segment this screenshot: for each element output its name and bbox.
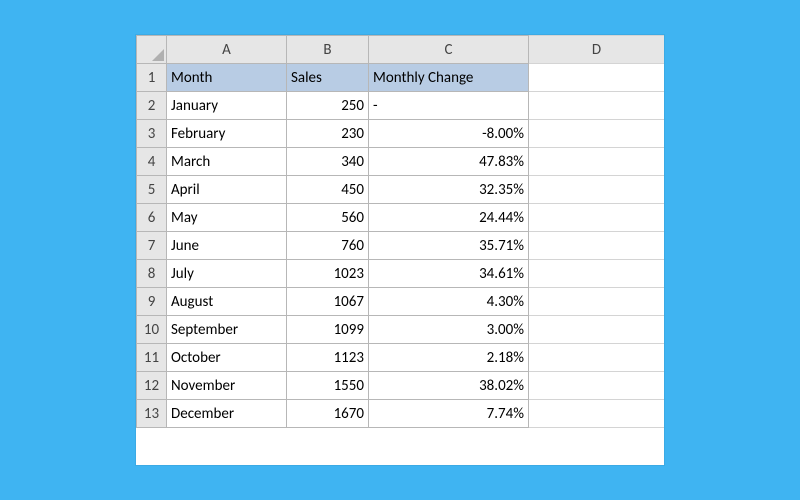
cell-B6[interactable]: 560 <box>287 204 369 232</box>
cell-B10[interactable]: 1099 <box>287 316 369 344</box>
column-header-B[interactable]: B <box>287 36 369 64</box>
cell-B4[interactable]: 340 <box>287 148 369 176</box>
cell-C12[interactable]: 38.02% <box>369 372 529 400</box>
cell-D13[interactable] <box>529 400 665 428</box>
cell-D6[interactable] <box>529 204 665 232</box>
row-header-13[interactable]: 13 <box>137 400 167 428</box>
cell-C8[interactable]: 34.61% <box>369 260 529 288</box>
cell-A4[interactable]: March <box>167 148 287 176</box>
cell-A1[interactable]: Month <box>167 64 287 92</box>
cell-C4[interactable]: 47.83% <box>369 148 529 176</box>
cell-B1[interactable]: Sales <box>287 64 369 92</box>
cell-B3[interactable]: 230 <box>287 120 369 148</box>
row-header-12[interactable]: 12 <box>137 372 167 400</box>
column-header-D[interactable]: D <box>529 36 665 64</box>
cell-B7[interactable]: 760 <box>287 232 369 260</box>
row-header-11[interactable]: 11 <box>137 344 167 372</box>
cell-B5[interactable]: 450 <box>287 176 369 204</box>
cell-B9[interactable]: 1067 <box>287 288 369 316</box>
row-header-4[interactable]: 4 <box>137 148 167 176</box>
cell-A12[interactable]: November <box>167 372 287 400</box>
select-all-corner[interactable] <box>137 36 167 64</box>
row-header-5[interactable]: 5 <box>137 176 167 204</box>
cell-A10[interactable]: September <box>167 316 287 344</box>
column-header-A[interactable]: A <box>167 36 287 64</box>
cell-C6[interactable]: 24.44% <box>369 204 529 232</box>
row-9: 9 August 1067 4.30% <box>137 288 665 316</box>
cell-C1[interactable]: Monthly Change <box>369 64 529 92</box>
row-12: 12 November 1550 38.02% <box>137 372 665 400</box>
row-header-2[interactable]: 2 <box>137 92 167 120</box>
cell-C3[interactable]: -8.00% <box>369 120 529 148</box>
row-header-10[interactable]: 10 <box>137 316 167 344</box>
cell-A11[interactable]: October <box>167 344 287 372</box>
row-13: 13 December 1670 7.74% <box>137 400 665 428</box>
row-2: 2 January 250 - <box>137 92 665 120</box>
cell-D4[interactable] <box>529 148 665 176</box>
row-header-9[interactable]: 9 <box>137 288 167 316</box>
row-7: 7 June 760 35.71% <box>137 232 665 260</box>
spreadsheet-window: A B C D 1 Month Sales Monthly Change 2 J… <box>136 35 664 465</box>
grid-body: 1 Month Sales Monthly Change 2 January 2… <box>137 64 665 428</box>
cell-A13[interactable]: December <box>167 400 287 428</box>
cell-D12[interactable] <box>529 372 665 400</box>
cell-B12[interactable]: 1550 <box>287 372 369 400</box>
cell-C10[interactable]: 3.00% <box>369 316 529 344</box>
cell-D11[interactable] <box>529 344 665 372</box>
row-header-1[interactable]: 1 <box>137 64 167 92</box>
row-header-7[interactable]: 7 <box>137 232 167 260</box>
cell-A7[interactable]: June <box>167 232 287 260</box>
row-5: 5 April 450 32.35% <box>137 176 665 204</box>
row-header-3[interactable]: 3 <box>137 120 167 148</box>
cell-C7[interactable]: 35.71% <box>369 232 529 260</box>
cell-A2[interactable]: January <box>167 92 287 120</box>
cell-D1[interactable] <box>529 64 665 92</box>
cell-C2[interactable]: - <box>369 92 529 120</box>
cell-B2[interactable]: 250 <box>287 92 369 120</box>
cell-A6[interactable]: May <box>167 204 287 232</box>
cell-A5[interactable]: April <box>167 176 287 204</box>
row-header-6[interactable]: 6 <box>137 204 167 232</box>
cell-C5[interactable]: 32.35% <box>369 176 529 204</box>
cell-B8[interactable]: 1023 <box>287 260 369 288</box>
column-header-row: A B C D <box>137 36 665 64</box>
cell-A8[interactable]: July <box>167 260 287 288</box>
cell-D7[interactable] <box>529 232 665 260</box>
row-3: 3 February 230 -8.00% <box>137 120 665 148</box>
cell-D9[interactable] <box>529 288 665 316</box>
cell-B11[interactable]: 1123 <box>287 344 369 372</box>
cell-D3[interactable] <box>529 120 665 148</box>
row-header-8[interactable]: 8 <box>137 260 167 288</box>
column-header-C[interactable]: C <box>369 36 529 64</box>
cell-C11[interactable]: 2.18% <box>369 344 529 372</box>
cell-D10[interactable] <box>529 316 665 344</box>
cell-C9[interactable]: 4.30% <box>369 288 529 316</box>
spreadsheet-grid: A B C D 1 Month Sales Monthly Change 2 J… <box>136 35 664 428</box>
cell-B13[interactable]: 1670 <box>287 400 369 428</box>
cell-C13[interactable]: 7.74% <box>369 400 529 428</box>
cell-D8[interactable] <box>529 260 665 288</box>
row-4: 4 March 340 47.83% <box>137 148 665 176</box>
cell-D5[interactable] <box>529 176 665 204</box>
cell-D2[interactable] <box>529 92 665 120</box>
row-8: 8 July 1023 34.61% <box>137 260 665 288</box>
row-10: 10 September 1099 3.00% <box>137 316 665 344</box>
cell-A9[interactable]: August <box>167 288 287 316</box>
row-6: 6 May 560 24.44% <box>137 204 665 232</box>
row-11: 11 October 1123 2.18% <box>137 344 665 372</box>
cell-A3[interactable]: February <box>167 120 287 148</box>
row-1: 1 Month Sales Monthly Change <box>137 64 665 92</box>
